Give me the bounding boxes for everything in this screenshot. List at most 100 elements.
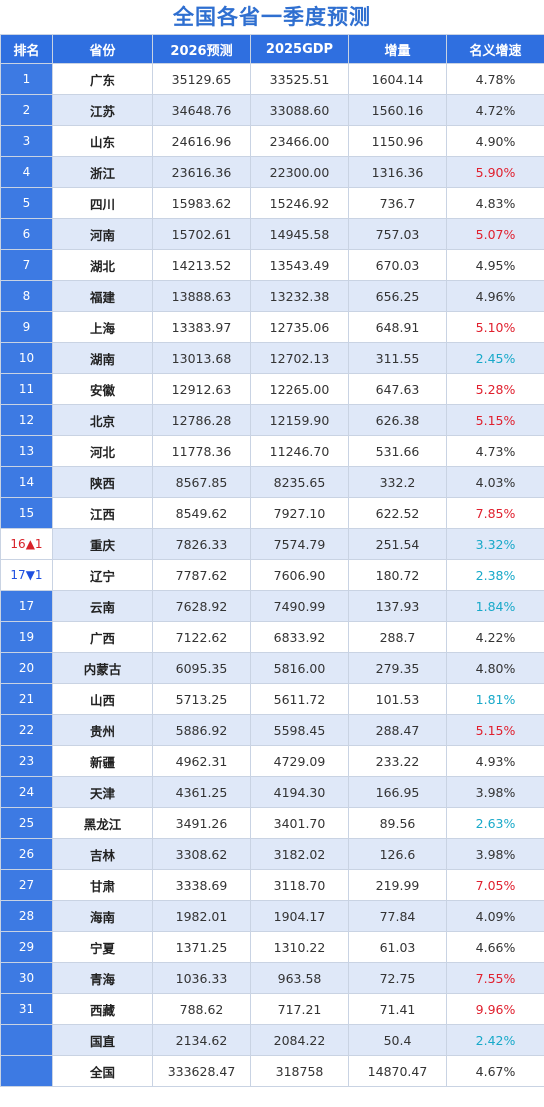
- table-row: 2 江苏 34648.76 33088.60 1560.16 4.72%: [0, 94, 544, 126]
- province-cell: 山西: [52, 683, 153, 715]
- gdp-cell: 14945.58: [250, 218, 349, 250]
- gdp-cell: 7927.10: [250, 497, 349, 529]
- rank-cell: 17▼1: [0, 559, 53, 591]
- province-cell: 重庆: [52, 528, 153, 560]
- increment-cell: 137.93: [348, 590, 447, 622]
- increment-cell: 1560.16: [348, 94, 447, 126]
- gdp-cell: 5598.45: [250, 714, 349, 746]
- header-increment: 增量: [348, 34, 447, 64]
- rank-cell: 27: [0, 869, 53, 901]
- table-row: 5 四川 15983.62 15246.92 736.7 4.83%: [0, 187, 544, 219]
- gdp-cell: 2084.22: [250, 1024, 349, 1056]
- increment-cell: 288.47: [348, 714, 447, 746]
- province-cell: 浙江: [52, 156, 153, 188]
- increment-cell: 757.03: [348, 218, 447, 250]
- gdp-cell: 13232.38: [250, 280, 349, 312]
- province-cell: 吉林: [52, 838, 153, 870]
- rank-cell: 23: [0, 745, 53, 777]
- growth-cell: 5.10%: [446, 311, 544, 343]
- growth-cell: 4.78%: [446, 63, 544, 95]
- province-cell: 青海: [52, 962, 153, 994]
- rank-cell: 8: [0, 280, 53, 312]
- province-cell: 全国: [52, 1055, 153, 1087]
- growth-cell: 5.28%: [446, 373, 544, 405]
- table-row: 15 江西 8549.62 7927.10 622.52 7.85%: [0, 497, 544, 529]
- growth-cell: 4.90%: [446, 125, 544, 157]
- gdp-cell: 3182.02: [250, 838, 349, 870]
- growth-cell: 4.93%: [446, 745, 544, 777]
- province-cell: 四川: [52, 187, 153, 219]
- table-row: 28 海南 1982.01 1904.17 77.84 4.09%: [0, 900, 544, 932]
- rank-cell: 10: [0, 342, 53, 374]
- growth-cell: 4.22%: [446, 621, 544, 653]
- growth-cell: 3.98%: [446, 838, 544, 870]
- forecast-cell: 4361.25: [152, 776, 251, 808]
- province-cell: 天津: [52, 776, 153, 808]
- table-row: 29 宁夏 1371.25 1310.22 61.03 4.66%: [0, 931, 544, 963]
- province-cell: 国直: [52, 1024, 153, 1056]
- increment-cell: 71.41: [348, 993, 447, 1025]
- forecast-cell: 3338.69: [152, 869, 251, 901]
- rank-cell: 17: [0, 590, 53, 622]
- province-cell: 内蒙古: [52, 652, 153, 684]
- table-row: 国直 2134.62 2084.22 50.4 2.42%: [0, 1024, 544, 1056]
- province-cell: 新疆: [52, 745, 153, 777]
- growth-cell: 7.05%: [446, 869, 544, 901]
- table-row: 10 湖南 13013.68 12702.13 311.55 2.45%: [0, 342, 544, 374]
- rank-cell: 22: [0, 714, 53, 746]
- forecast-cell: 1371.25: [152, 931, 251, 963]
- gdp-cell: 5816.00: [250, 652, 349, 684]
- header-forecast-2026: 2026预测: [152, 34, 251, 64]
- increment-cell: 1604.14: [348, 63, 447, 95]
- growth-cell: 4.95%: [446, 249, 544, 281]
- growth-cell: 3.98%: [446, 776, 544, 808]
- increment-cell: 219.99: [348, 869, 447, 901]
- gdp-cell: 3401.70: [250, 807, 349, 839]
- table-row: 17▼1 辽宁 7787.62 7606.90 180.72 2.38%: [0, 559, 544, 591]
- forecast-cell: 6095.35: [152, 652, 251, 684]
- growth-cell: 4.80%: [446, 652, 544, 684]
- table-row: 16▲1 重庆 7826.33 7574.79 251.54 3.32%: [0, 528, 544, 560]
- rank-cell: 13: [0, 435, 53, 467]
- increment-cell: 14870.47: [348, 1055, 447, 1087]
- gdp-cell: 23466.00: [250, 125, 349, 157]
- gdp-cell: 7606.90: [250, 559, 349, 591]
- gdp-cell: 1310.22: [250, 931, 349, 963]
- growth-cell: 1.81%: [446, 683, 544, 715]
- increment-cell: 656.25: [348, 280, 447, 312]
- gdp-cell: 33088.60: [250, 94, 349, 126]
- growth-cell: 4.67%: [446, 1055, 544, 1087]
- province-cell: 陕西: [52, 466, 153, 498]
- growth-cell: 4.03%: [446, 466, 544, 498]
- gdp-cell: 13543.49: [250, 249, 349, 281]
- forecast-cell: 7787.62: [152, 559, 251, 591]
- forecast-cell: 35129.65: [152, 63, 251, 95]
- header-rank: 排名: [0, 34, 53, 64]
- province-cell: 江苏: [52, 94, 153, 126]
- growth-cell: 3.32%: [446, 528, 544, 560]
- forecast-cell: 14213.52: [152, 249, 251, 281]
- increment-cell: 622.52: [348, 497, 447, 529]
- table-row: 13 河北 11778.36 11246.70 531.66 4.73%: [0, 435, 544, 467]
- table-row: 26 吉林 3308.62 3182.02 126.6 3.98%: [0, 838, 544, 870]
- province-cell: 海南: [52, 900, 153, 932]
- increment-cell: 89.56: [348, 807, 447, 839]
- rank-cell: 26: [0, 838, 53, 870]
- forecast-cell: 788.62: [152, 993, 251, 1025]
- increment-cell: 1316.36: [348, 156, 447, 188]
- gdp-cell: 8235.65: [250, 466, 349, 498]
- forecast-cell: 5713.25: [152, 683, 251, 715]
- province-cell: 江西: [52, 497, 153, 529]
- gdp-cell: 963.58: [250, 962, 349, 994]
- table-body: 1 广东 35129.65 33525.51 1604.14 4.78% 2 江苏 34648.…: [0, 63, 544, 1087]
- gdp-cell: 1904.17: [250, 900, 349, 932]
- growth-cell: 5.15%: [446, 404, 544, 436]
- growth-cell: 1.84%: [446, 590, 544, 622]
- province-cell: 福建: [52, 280, 153, 312]
- province-cell: 辽宁: [52, 559, 153, 591]
- rank-cell: [0, 1024, 53, 1056]
- rank-cell: 12: [0, 404, 53, 436]
- forecast-cell: 12912.63: [152, 373, 251, 405]
- growth-cell: 4.09%: [446, 900, 544, 932]
- forecast-cell: 13383.97: [152, 311, 251, 343]
